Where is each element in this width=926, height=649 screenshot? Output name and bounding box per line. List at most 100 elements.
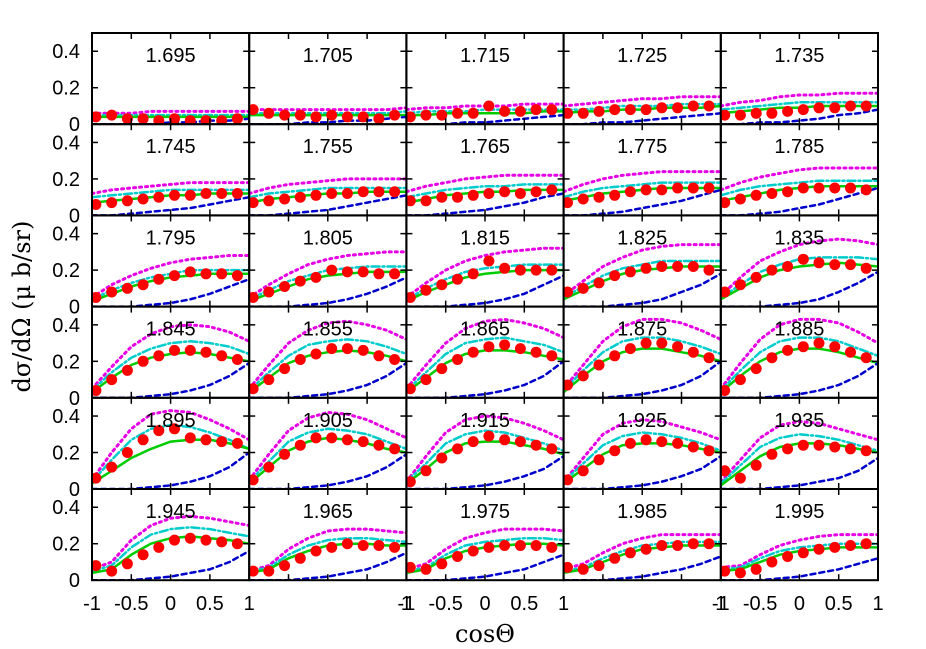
magenta-curve: [720, 91, 878, 108]
y-tick-label: 0.4: [52, 224, 80, 246]
panel-energy-label: 1.935: [774, 410, 824, 432]
data-point: [860, 262, 872, 274]
data-point: [467, 189, 479, 201]
data-point: [341, 538, 353, 550]
data-point: [326, 432, 338, 444]
magenta-curve: [92, 409, 250, 482]
panel-energy-label: 1.865: [460, 319, 510, 341]
panel-plot-area: [249, 104, 407, 125]
data-point: [514, 264, 526, 276]
y-tick-label: 0.2: [52, 443, 80, 465]
cyan-curve: [563, 336, 721, 392]
magenta-curve: [720, 317, 878, 391]
data-point: [750, 563, 762, 575]
data-point: [687, 261, 699, 272]
panel-plot-area: [563, 418, 721, 489]
data-point: [750, 107, 762, 119]
data-point: [797, 104, 809, 116]
data-point: [609, 552, 621, 564]
y-tick-label: 0.4: [52, 315, 80, 337]
data-point: [92, 111, 102, 123]
panel-1.995: 1.995: [719, 488, 879, 582]
data-point: [766, 264, 778, 276]
data-point: [231, 354, 243, 365]
data-point: [341, 434, 353, 446]
data-point: [734, 472, 746, 484]
data-point: [279, 281, 291, 292]
data-point: [829, 259, 841, 271]
data-point: [782, 105, 794, 117]
panel-energy-label: 1.805: [303, 227, 353, 249]
data-point: [184, 189, 196, 201]
panel-energy-label: 1.825: [617, 227, 667, 249]
panel-plot-area: [720, 91, 878, 125]
data-point: [294, 109, 306, 121]
data-point: [263, 565, 275, 577]
data-point: [106, 461, 118, 473]
data-point: [137, 549, 149, 561]
data-point: [687, 182, 699, 194]
data-point: [294, 275, 306, 287]
panel-plot-area: [249, 527, 407, 581]
cyan-curve: [249, 427, 407, 483]
data-point: [845, 182, 856, 194]
data-point: [92, 472, 102, 484]
data-point: [373, 439, 385, 451]
data-point: [703, 264, 715, 276]
panel-plot-area: [92, 409, 250, 489]
cyan-curve: [406, 183, 564, 199]
cyan-curve: [92, 340, 250, 392]
y-tick-label: 0.4: [52, 132, 80, 154]
magenta-curve: [92, 514, 250, 571]
data-point: [279, 109, 291, 121]
data-point: [452, 107, 463, 119]
cyan-curve: [720, 433, 878, 485]
data-point: [687, 346, 699, 358]
data-point: [406, 195, 416, 207]
data-point: [200, 115, 212, 125]
data-point: [546, 443, 558, 455]
cyan-curve: [249, 338, 407, 392]
data-point: [750, 363, 762, 375]
data-point: [860, 538, 872, 550]
data-point: [137, 279, 149, 291]
magenta-curve: [249, 177, 407, 195]
data-point: [121, 447, 133, 458]
data-point: [813, 102, 825, 114]
data-point: [499, 105, 511, 117]
panel-1.925: 1.925: [562, 396, 722, 490]
cyan-curve: [92, 526, 250, 573]
panel-energy-label: 1.795: [146, 227, 196, 249]
panel-1.885: 1.885: [719, 305, 879, 399]
panel-energy-label: 1.985: [617, 501, 667, 523]
x-tick-label: -1: [712, 593, 730, 615]
data-point: [153, 425, 165, 437]
data-point: [169, 344, 180, 356]
data-point: [672, 540, 684, 551]
data-point: [797, 439, 809, 451]
data-point: [530, 540, 542, 551]
magenta-curve: [92, 323, 250, 391]
panel-1.845: 1.845: [91, 305, 251, 399]
data-point: [249, 104, 259, 116]
data-point: [326, 343, 338, 355]
data-point: [106, 565, 118, 577]
data-point: [624, 266, 636, 278]
data-point: [563, 474, 573, 486]
data-point: [373, 113, 385, 125]
panel-1.765: 1.765: [405, 123, 565, 217]
data-point: [829, 341, 841, 353]
data-point: [406, 383, 416, 395]
x-tick-label: -1: [83, 593, 101, 615]
data-point: [231, 270, 243, 282]
magenta-curve: [406, 246, 564, 299]
data-point: [750, 271, 762, 283]
data-point: [734, 109, 746, 121]
x-tick-label: -0.5: [428, 593, 462, 615]
data-point: [184, 344, 196, 356]
data-point: [326, 541, 338, 553]
data-point: [357, 186, 369, 198]
panel-1.695: 1.695: [91, 32, 251, 126]
data-point: [200, 188, 212, 199]
data-point: [593, 359, 605, 371]
